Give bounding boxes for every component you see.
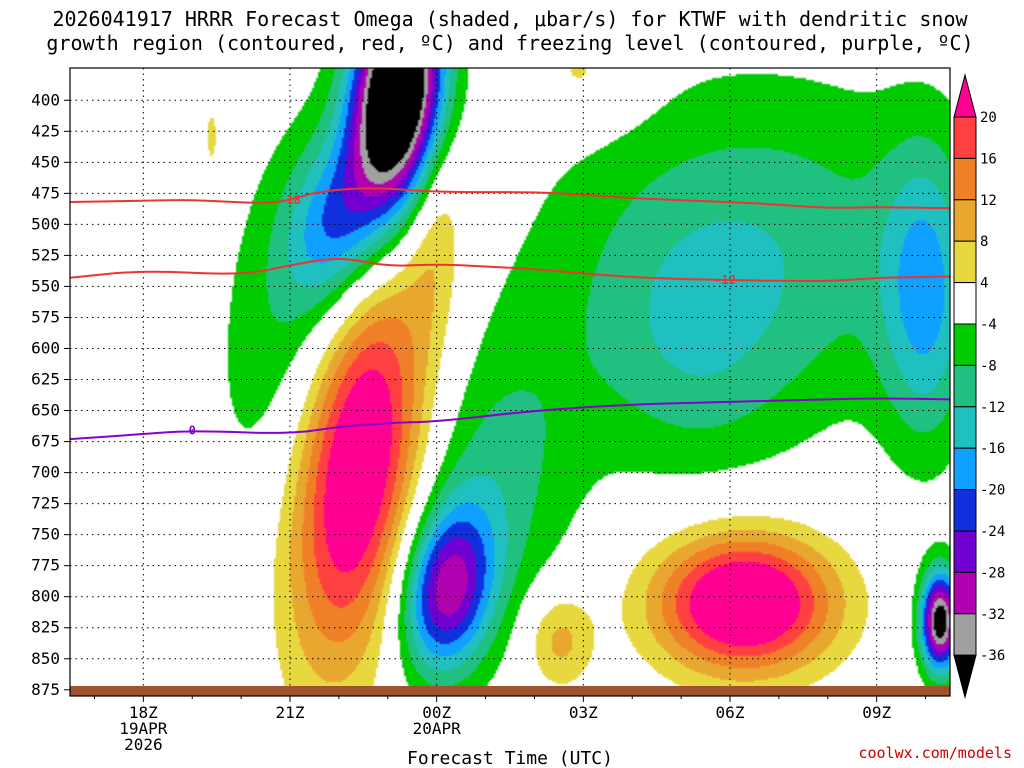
y-tick-label: 675 <box>31 432 60 451</box>
x-tick-label: 18Z <box>129 703 158 722</box>
colorbar-swatch <box>953 199 977 242</box>
contour-line <box>70 397 950 441</box>
x-tick-label: 19APR <box>119 719 168 738</box>
colorbar-tick-label: 20 <box>980 110 997 126</box>
colorbar-tick-label: -4 <box>980 317 997 333</box>
colorbar-swatch <box>953 240 977 284</box>
omega-shading <box>70 68 950 696</box>
x-tick-label: 2026 <box>124 735 163 754</box>
colorbar-tick-label: 4 <box>980 276 988 292</box>
x-tick-label: 06Z <box>716 703 745 722</box>
colorbar-swatch <box>953 157 977 201</box>
x-axis-title: Forecast Time (UTC) <box>407 748 613 768</box>
x-tick-label: 20APR <box>413 719 462 738</box>
colorbar-swatch <box>953 406 977 449</box>
y-tick-label: 475 <box>31 183 60 202</box>
y-tick-label: 450 <box>31 152 60 171</box>
contour-label: -12 <box>714 273 736 287</box>
contour-layer: -18 -12 0 <box>70 187 950 441</box>
x-tick-label: 03Z <box>569 703 598 722</box>
y-tick-label: 850 <box>31 649 60 668</box>
colorbar-tick-label: -8 <box>980 358 997 374</box>
colorbar-tick-label: -24 <box>980 524 1005 540</box>
y-tick-label: 825 <box>31 618 60 637</box>
plot-area: -18 -12 0 <box>69 67 951 697</box>
y-tick-label: 600 <box>31 338 60 357</box>
colorbar-tick-label: 12 <box>980 193 997 209</box>
y-tick-label: 500 <box>31 214 60 233</box>
colorbar-swatch <box>953 447 977 491</box>
colorbar-tick-label: -12 <box>980 400 1005 416</box>
contour-label: 0 <box>189 423 196 437</box>
y-tick-label: 575 <box>31 307 60 326</box>
y-tick-label: 725 <box>31 494 60 513</box>
colorbar-swatch <box>953 116 977 159</box>
colorbar-swatch <box>953 282 977 325</box>
y-tick-label: 400 <box>31 90 60 109</box>
x-tick-label: 00Z <box>422 703 451 722</box>
terrain-ground <box>70 686 950 696</box>
chart-title: 2026041917 HRRR Forecast Omega (shaded, … <box>52 7 968 31</box>
y-tick-label: 425 <box>31 121 60 140</box>
x-tick-label: 09Z <box>862 703 891 722</box>
colorbar-bottom-arrow <box>953 654 977 700</box>
y-tick-label: 650 <box>31 401 60 420</box>
colorbar-swatch <box>953 571 977 615</box>
colorbar-tick-label: -20 <box>980 483 1005 499</box>
colorbar-tick-label: 16 <box>980 151 997 167</box>
x-tick-label: 21Z <box>276 703 305 722</box>
colorbar-top-arrow <box>953 73 977 118</box>
colorbar-tick-label: -32 <box>980 607 1005 623</box>
y-tick-label: 525 <box>31 245 60 264</box>
colorbar-tick-label: -36 <box>980 648 1005 664</box>
y-tick-label: 775 <box>31 556 60 575</box>
credit-link[interactable]: coolwx.com/models <box>858 744 1012 762</box>
y-tick-label: 700 <box>31 463 60 482</box>
colorbar: 20 16 12 8 4 -4 -8 -12 -16 -20 -24 -28 -32 -36 <box>953 73 1005 700</box>
y-tick-label: 625 <box>31 370 60 389</box>
colorbar-swatch <box>953 364 977 408</box>
y-tick-label: 875 <box>31 680 60 699</box>
colorbar-swatch <box>953 489 977 532</box>
chart-subtitle: growth region (contoured, red, ºC) and f… <box>46 31 973 55</box>
colorbar-swatch <box>953 613 977 656</box>
colorbar-swatch <box>953 530 977 573</box>
contour-line <box>70 257 950 282</box>
colorbar-tick-label: 8 <box>980 234 988 250</box>
contour-label: -18 <box>279 193 301 207</box>
colorbar-tick-label: -16 <box>980 441 1005 457</box>
y-tick-label: 550 <box>31 276 60 295</box>
y-tick-label: 750 <box>31 525 60 544</box>
plot-frame <box>69 67 951 697</box>
y-tick-label: 800 <box>31 587 60 606</box>
y-axis: 400 425 450 475 500 525 550 575 600 625 650 675 700 7… <box>31 90 70 699</box>
colorbar-tick-label: -28 <box>980 565 1005 581</box>
colorbar-swatch <box>953 323 977 366</box>
contour-line <box>70 187 950 210</box>
